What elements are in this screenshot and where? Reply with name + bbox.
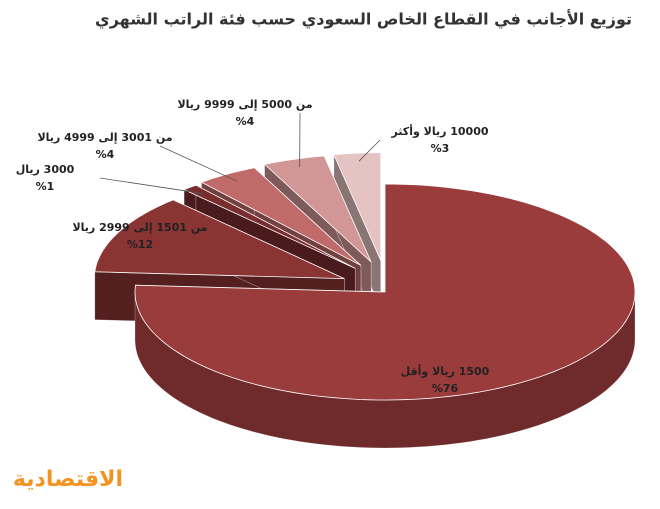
- slice: [200, 167, 362, 266]
- slice: [183, 184, 356, 269]
- value-label: %1: [36, 180, 55, 193]
- slice: [333, 152, 382, 261]
- leader-line: [99, 177, 203, 194]
- leader-line: [358, 139, 381, 162]
- slice-label: 1500 ريالا وأقل: [401, 364, 490, 378]
- slice-label: من 5000 إلى 9999 ريالا: [177, 98, 312, 111]
- slice-label: 10000 ريالا وأكثر: [390, 124, 488, 138]
- brand-logo: الاقتصادية: [13, 467, 123, 492]
- slice-label: من 3001 إلى 4999 ريالا: [37, 131, 172, 144]
- slice: [134, 183, 636, 401]
- leader-line: [159, 145, 238, 182]
- value-label: %4: [236, 115, 255, 128]
- slice-label: من 1501 إلى 2999 ريالا: [72, 221, 207, 234]
- slice-label: 3000 ريال: [16, 163, 75, 176]
- value-label: %4: [96, 148, 115, 161]
- value-label: %3: [431, 142, 450, 155]
- chart-title: توزيع الأجانب في القطاع الخاص السعودي حس…: [95, 10, 632, 30]
- value-label: %76: [432, 382, 459, 395]
- value-label: %12: [127, 238, 153, 251]
- slice: [94, 199, 345, 279]
- slice: [263, 155, 372, 263]
